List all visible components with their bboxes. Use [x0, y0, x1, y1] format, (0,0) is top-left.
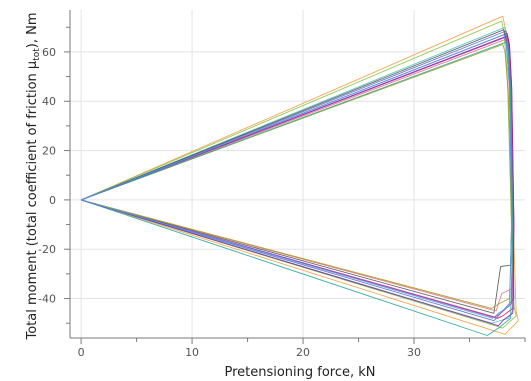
y-tick-label: -20: [38, 243, 56, 256]
series-line-9: [80, 44, 513, 309]
tick-labels: 0 10 20 30 -40 -20 0 20 40 60: [38, 46, 421, 359]
x-tick-label: 0: [78, 346, 85, 359]
x-tick-label: 10: [185, 346, 199, 359]
y-tick-label: 60: [42, 46, 56, 59]
series-line-10: [80, 41, 514, 336]
series-line-11: [80, 35, 515, 327]
y-tick-label: 20: [42, 145, 56, 158]
y-axis-title-suffix: ), Nm: [25, 12, 40, 48]
y-axis-title-prefix: Total moment (total coefficient of frict…: [25, 61, 40, 341]
y-axis-title-subscript: tot: [32, 48, 42, 61]
x-tick-label: 30: [407, 346, 421, 359]
series-lines: [80, 15, 519, 336]
axes: [64, 10, 526, 344]
series-line-6: [80, 36, 514, 318]
x-axis-title: Pretensioning force, kN: [224, 365, 375, 380]
y-tick-label: 0: [49, 194, 56, 207]
grid: [70, 10, 525, 338]
series-line-12: [80, 34, 513, 319]
y-axis-title: Total moment (total coefficient of frict…: [25, 12, 42, 340]
y-tick-label: -40: [38, 293, 56, 306]
y-tick-label: 40: [42, 95, 56, 108]
x-tick-label: 20: [296, 346, 310, 359]
